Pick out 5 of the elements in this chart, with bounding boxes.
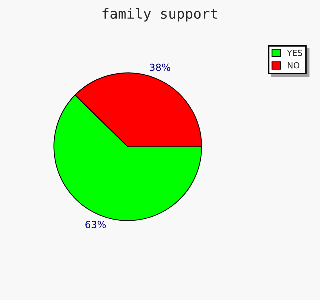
- legend-label: YES: [287, 50, 302, 56]
- legend-label: NO: [288, 62, 300, 69]
- chart-title: family support: [102, 8, 218, 22]
- data-label: 38%: [150, 64, 170, 72]
- data-label: 63%: [86, 221, 106, 228]
